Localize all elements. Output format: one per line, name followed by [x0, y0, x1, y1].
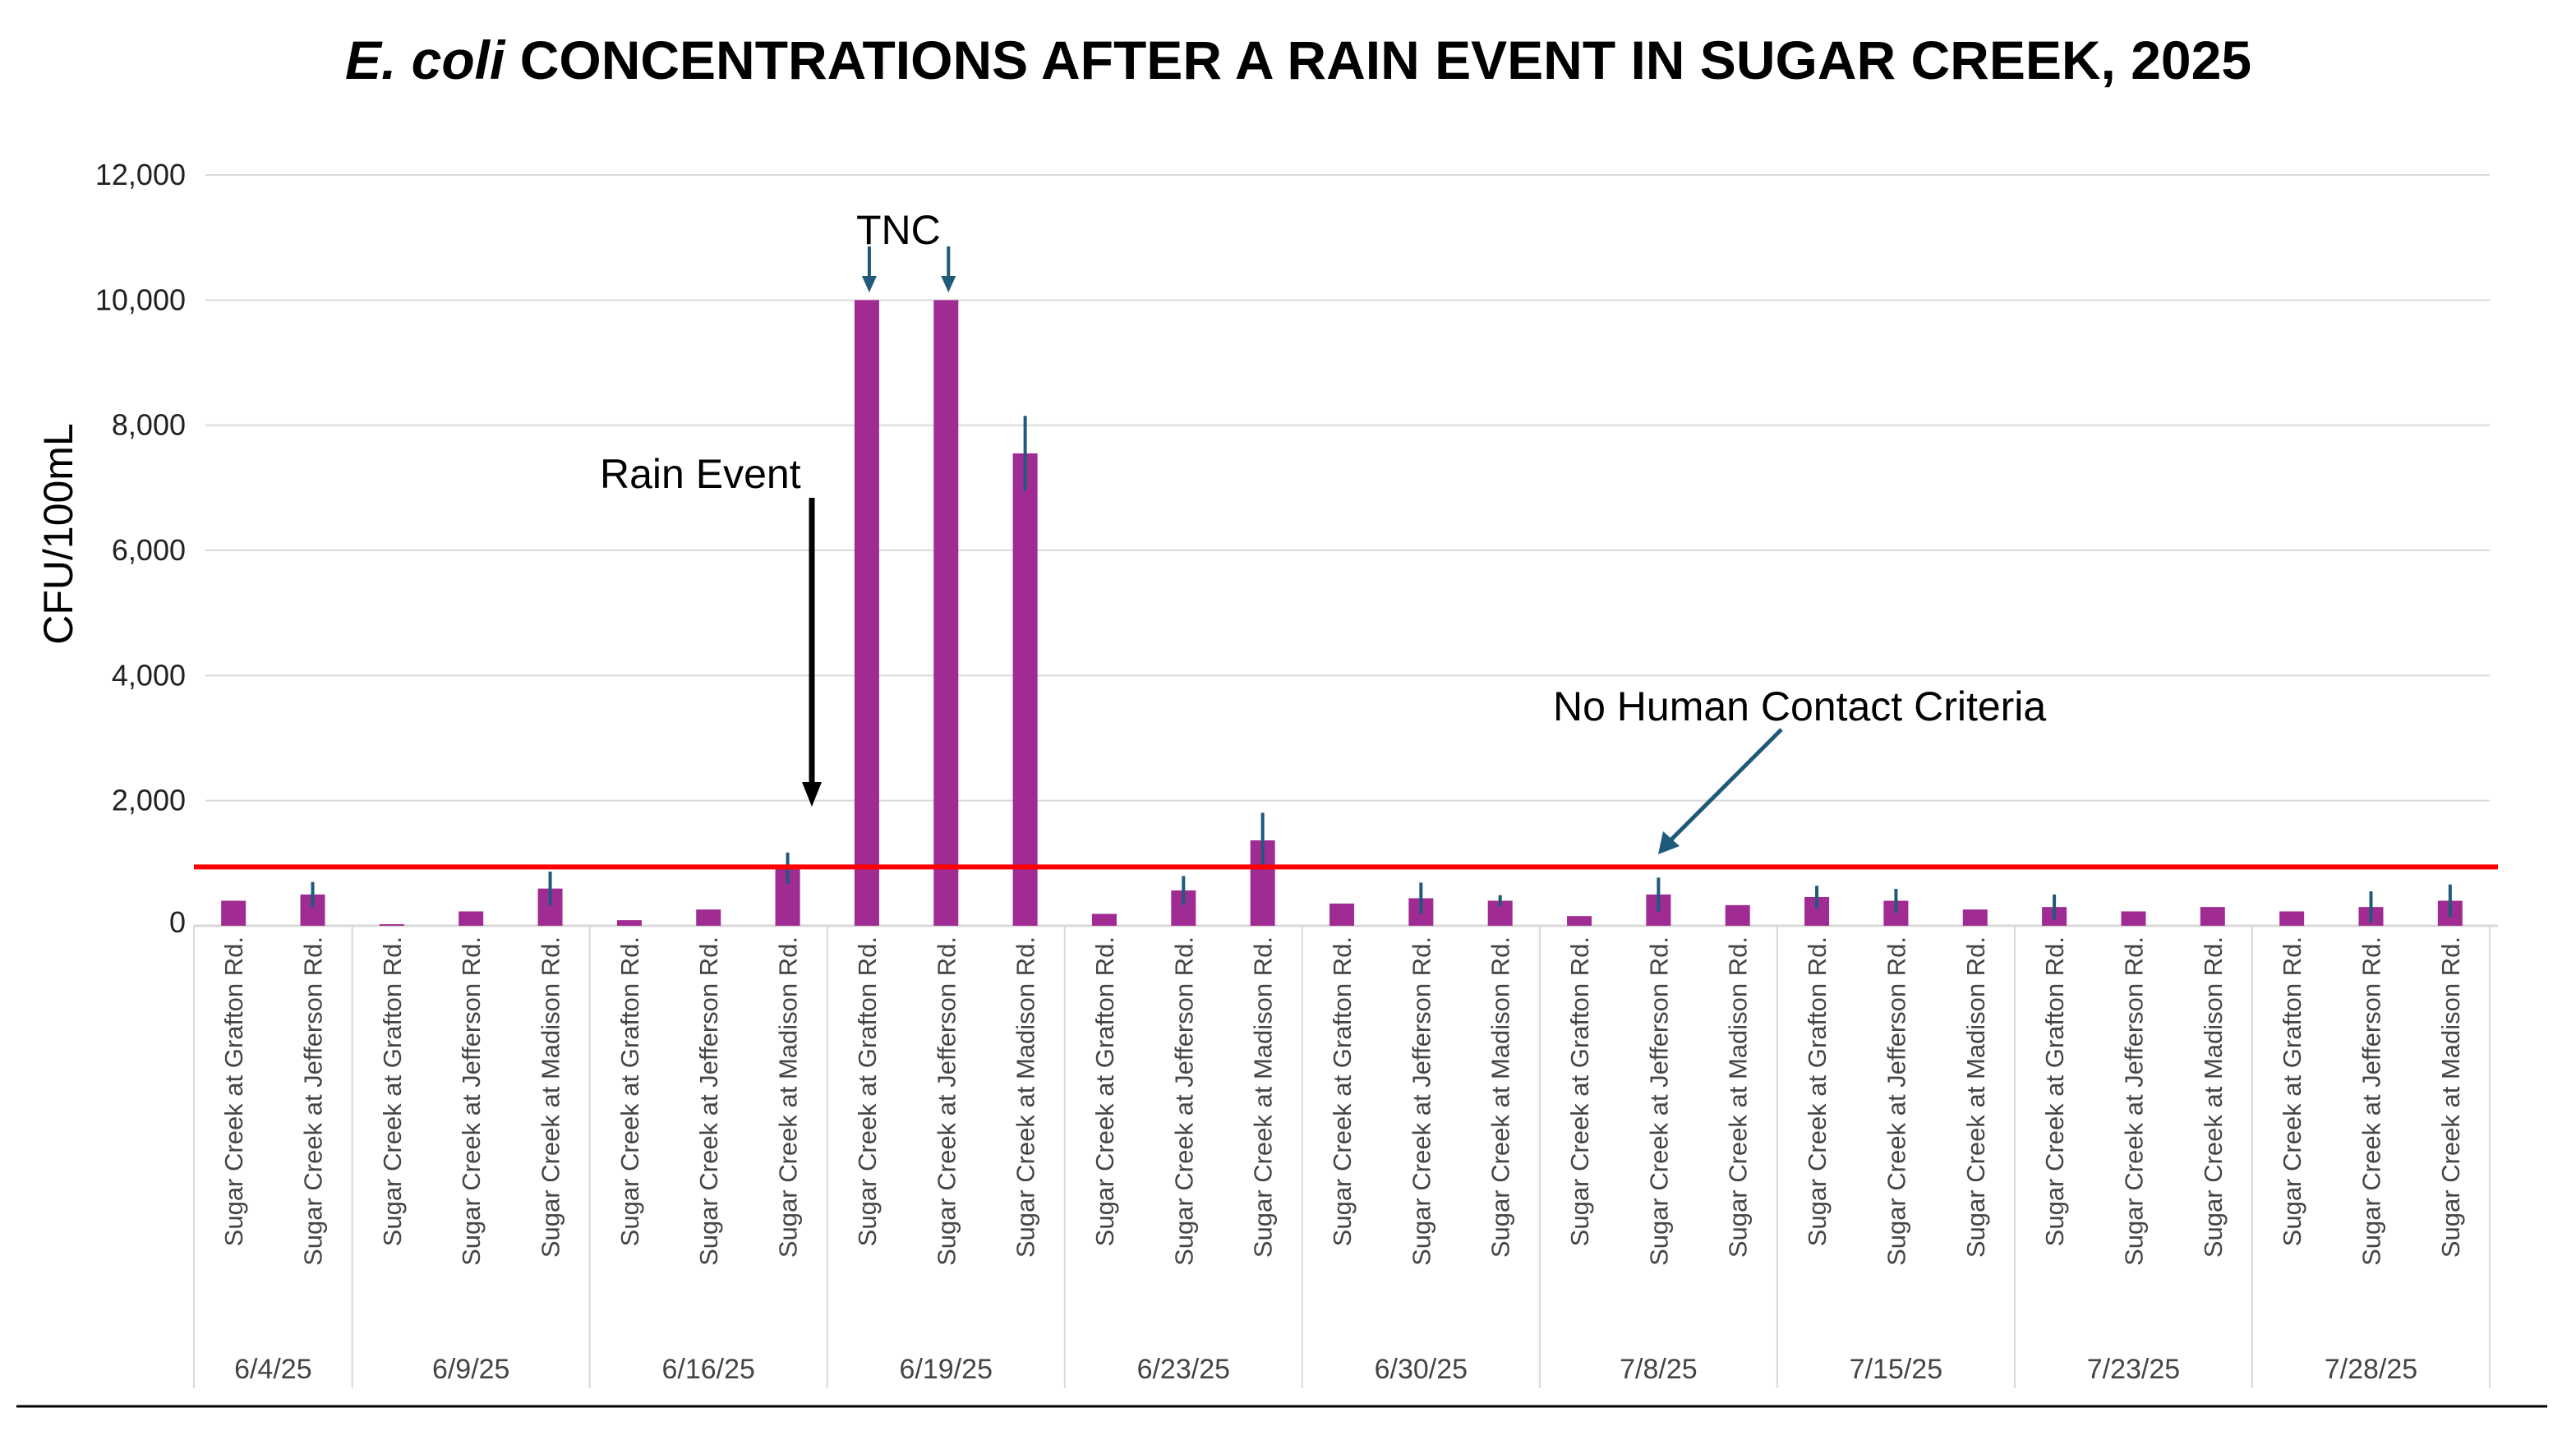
site-label: Sugar Creek at Madison Rd. — [537, 936, 565, 1258]
date-group-label: 6/4/25 — [234, 1354, 312, 1385]
bar — [2121, 911, 2146, 926]
bar — [854, 300, 879, 926]
tnc-label: TNC — [856, 207, 941, 253]
site-label: Sugar Creek at Grafton Rd. — [219, 936, 248, 1246]
date-group-label: 7/8/25 — [1620, 1354, 1698, 1385]
bar — [1329, 903, 1354, 926]
site-label: Sugar Creek at Madison Rd. — [2199, 936, 2228, 1258]
site-label: Sugar Creek at Madison Rd. — [774, 936, 803, 1258]
criteria-arrow — [1668, 728, 1783, 843]
date-group-label: 6/9/25 — [432, 1354, 510, 1385]
criteria-label: No Human Contact Criteria — [1553, 683, 2046, 729]
site-label: Sugar Creek at Jefferson Rd. — [299, 936, 328, 1266]
date-group-label: 7/15/25 — [1850, 1354, 1942, 1385]
error-bars — [311, 246, 2452, 923]
site-label: Sugar Creek at Jefferson Rd. — [2357, 936, 2385, 1266]
site-label: Sugar Creek at Jefferson Rd. — [1407, 936, 1435, 1266]
bar — [459, 911, 484, 926]
gridlines — [205, 174, 2490, 802]
site-label: Sugar Creek at Madison Rd. — [1012, 936, 1040, 1258]
site-label: Sugar Creek at Jefferson Rd. — [1882, 936, 1910, 1266]
title-rest: CONCENTRATIONS AFTER A RAIN EVENT IN SUG… — [505, 30, 2251, 90]
site-label: Sugar Creek at Jefferson Rd. — [1644, 936, 1673, 1266]
date-group-label: 6/16/25 — [662, 1354, 755, 1385]
bar — [2279, 911, 2305, 926]
site-label: Sugar Creek at Grafton Rd. — [615, 936, 644, 1246]
date-group-label: 6/30/25 — [1375, 1354, 1468, 1385]
site-label: Sugar Creek at Jefferson Rd. — [694, 936, 723, 1266]
y-tick-label: 2,000 — [112, 784, 186, 817]
y-tick-labels: 0 2,000 4,000 6,000 8,000 10,000 12,000 — [95, 158, 186, 939]
site-label: Sugar Creek at Madison Rd. — [1724, 936, 1753, 1258]
site-label: Sugar Creek at Grafton Rd. — [1565, 936, 1594, 1246]
site-label: Sugar Creek at Grafton Rd. — [853, 936, 882, 1246]
site-label: Sugar Creek at Grafton Rd. — [1803, 936, 1832, 1246]
site-label: Sugar Creek at Jefferson Rd. — [2119, 936, 2148, 1266]
tnc-arrowhead — [941, 276, 956, 292]
bar — [1091, 913, 1117, 926]
site-label: Sugar Creek at Jefferson Rd. — [932, 936, 961, 1266]
bar — [1567, 916, 1592, 926]
site-label: Sugar Creek at Grafton Rd. — [2040, 936, 2069, 1246]
y-axis-label: CFU/100mL — [35, 423, 81, 645]
bar — [221, 900, 247, 926]
bar — [379, 924, 404, 926]
bar — [1012, 453, 1038, 926]
date-group-label: 6/23/25 — [1137, 1354, 1230, 1385]
rain-event-label: Rain Event — [600, 451, 801, 497]
rain-event-arrowhead — [802, 782, 822, 807]
title-italic: E. coli — [345, 30, 506, 90]
category-axis: Sugar Creek at Grafton Rd. Sugar Creek at… — [193, 924, 2498, 1388]
bar — [933, 300, 959, 926]
y-tick-label: 10,000 — [95, 283, 186, 316]
site-label: Sugar Creek at Madison Rd. — [1249, 936, 1278, 1258]
site-label: Sugar Creek at Madison Rd. — [1486, 936, 1515, 1258]
chart-title: E. coli CONCENTRATIONS AFTER A RAIN EVEN… — [345, 30, 2251, 90]
date-group-label: 7/23/25 — [2087, 1354, 2180, 1385]
y-tick-label: 0 — [169, 905, 186, 939]
y-tick-label: 6,000 — [112, 533, 186, 567]
bar — [1725, 904, 1750, 926]
bars — [221, 300, 2463, 926]
site-label: Sugar Creek at Grafton Rd. — [1090, 936, 1119, 1246]
site-label: Sugar Creek at Grafton Rd. — [2278, 936, 2306, 1246]
date-group-label: 6/19/25 — [900, 1354, 993, 1385]
site-label: Sugar Creek at Grafton Rd. — [378, 936, 407, 1246]
site-label: Sugar Creek at Jefferson Rd. — [1169, 936, 1198, 1266]
bar — [1962, 909, 1988, 926]
site-label: Sugar Creek at Jefferson Rd. — [457, 936, 486, 1266]
y-tick-label: 12,000 — [95, 158, 186, 191]
y-tick-label: 4,000 — [112, 658, 186, 692]
site-label: Sugar Creek at Grafton Rd. — [1328, 936, 1357, 1246]
tnc-arrowhead — [861, 276, 877, 292]
date-group-label: 7/28/25 — [2325, 1354, 2417, 1385]
criteria-arrowhead — [1658, 831, 1680, 854]
annotations: TNC Rain Event No Human Contact Criteria — [600, 207, 2046, 854]
bar — [696, 909, 721, 926]
bar — [616, 920, 642, 926]
y-tick-label: 8,000 — [112, 408, 186, 442]
site-label: Sugar Creek at Madison Rd. — [2436, 936, 2465, 1258]
site-label: Sugar Creek at Madison Rd. — [1961, 936, 1990, 1258]
bar — [2200, 907, 2225, 926]
